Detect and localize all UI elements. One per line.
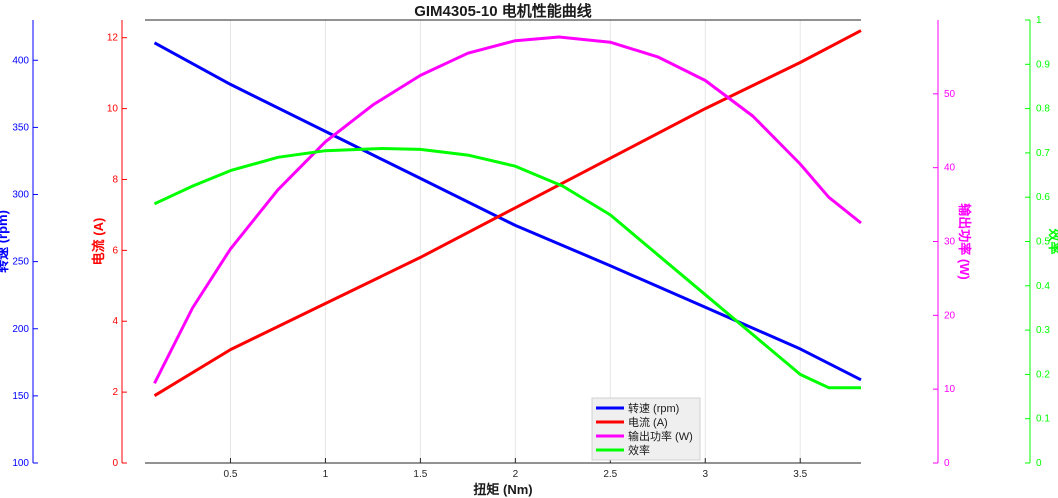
efficiency-axis-title: 效率 <box>1047 228 1058 254</box>
legend-label: 电流 (A) <box>628 415 668 429</box>
power-tick-label: 10 <box>944 384 956 395</box>
efficiency-tick-label: 0.3 <box>1036 325 1050 336</box>
efficiency-tick-label: 0.6 <box>1036 192 1050 203</box>
x-tick-label: 1.5 <box>413 469 427 480</box>
speed-tick-label: 350 <box>12 122 29 133</box>
speed-tick-label: 150 <box>12 391 29 402</box>
speed-tick-label: 100 <box>12 458 29 469</box>
power-tick-label: 40 <box>944 163 956 174</box>
speed-tick-label: 300 <box>12 190 29 201</box>
x-tick-label: 2.5 <box>603 469 617 480</box>
efficiency-axis: 0 0.1 0.2 0.3 0.4 0.5 0.6 0.7 0.8 0.9 1 效率 <box>1025 15 1058 469</box>
legend-label: 转速 (rpm) <box>628 401 679 415</box>
x-tick-label: 1 <box>323 469 329 480</box>
efficiency-tick-label: 0.1 <box>1036 414 1050 425</box>
series-line-speed <box>153 41 862 382</box>
x-axis: 0.5 1 1.5 2 2.5 3 3.5 <box>224 458 808 480</box>
power-axis: 0 10 20 30 40 50 输出功率 (W) <box>933 20 972 469</box>
power-axis-title: 输出功率 (W) <box>957 203 972 280</box>
speed-tick-label: 250 <box>12 257 29 268</box>
power-tick-label: 50 <box>944 89 956 100</box>
efficiency-tick-label: 0.5 <box>1036 237 1050 248</box>
chart-title: GIM4305-10 电机性能曲线 <box>414 2 592 20</box>
power-tick-label: 30 <box>944 237 956 248</box>
x-tick-label: 3.5 <box>793 469 807 480</box>
grid-lines <box>229 20 801 463</box>
series-line-power <box>153 35 862 384</box>
current-axis-title: 电流 (A) <box>91 218 106 266</box>
speed-axis-title: 转速 (rpm) <box>0 210 10 273</box>
current-tick-label: 2 <box>112 387 118 398</box>
current-tick-label: 8 <box>112 174 118 185</box>
speed-tick-label: 200 <box>12 324 29 335</box>
speed-tick-label: 400 <box>12 55 29 66</box>
data-series <box>153 29 862 397</box>
current-axis: 0 2 4 6 8 10 12 电流 (A) <box>91 20 127 469</box>
legend-label: 效率 <box>628 443 650 457</box>
current-tick-label: 6 <box>112 245 118 256</box>
efficiency-tick-label: 0.2 <box>1036 369 1050 380</box>
power-tick-label: 0 <box>944 458 950 469</box>
current-tick-label: 10 <box>107 104 119 115</box>
current-tick-label: 4 <box>112 316 118 327</box>
plot-area <box>145 20 861 463</box>
x-tick-label: 0.5 <box>224 469 238 480</box>
efficiency-tick-label: 0.7 <box>1036 148 1050 159</box>
power-tick-label: 20 <box>944 310 956 321</box>
legend[interactable]: 转速 (rpm)电流 (A)输出功率 (W)效率 <box>591 397 701 461</box>
efficiency-tick-label: 0.9 <box>1036 59 1050 70</box>
series-line-efficiency <box>153 147 861 390</box>
current-tick-label: 0 <box>112 458 118 469</box>
efficiency-tick-label: 0 <box>1036 458 1042 469</box>
x-tick-label: 3 <box>702 469 708 480</box>
legend-label: 输出功率 (W) <box>628 429 693 443</box>
series-line-current <box>153 29 862 397</box>
efficiency-tick-label: 1 <box>1036 15 1042 26</box>
efficiency-tick-label: 0.8 <box>1036 104 1050 115</box>
x-axis-title: 扭矩 (Nm) <box>473 482 532 497</box>
speed-axis: 100 150 200 250 300 350 400 转速 (rpm) <box>0 20 38 469</box>
x-tick-label: 2 <box>513 469 519 480</box>
current-tick-label: 12 <box>107 33 119 44</box>
efficiency-tick-label: 0.4 <box>1036 281 1050 292</box>
